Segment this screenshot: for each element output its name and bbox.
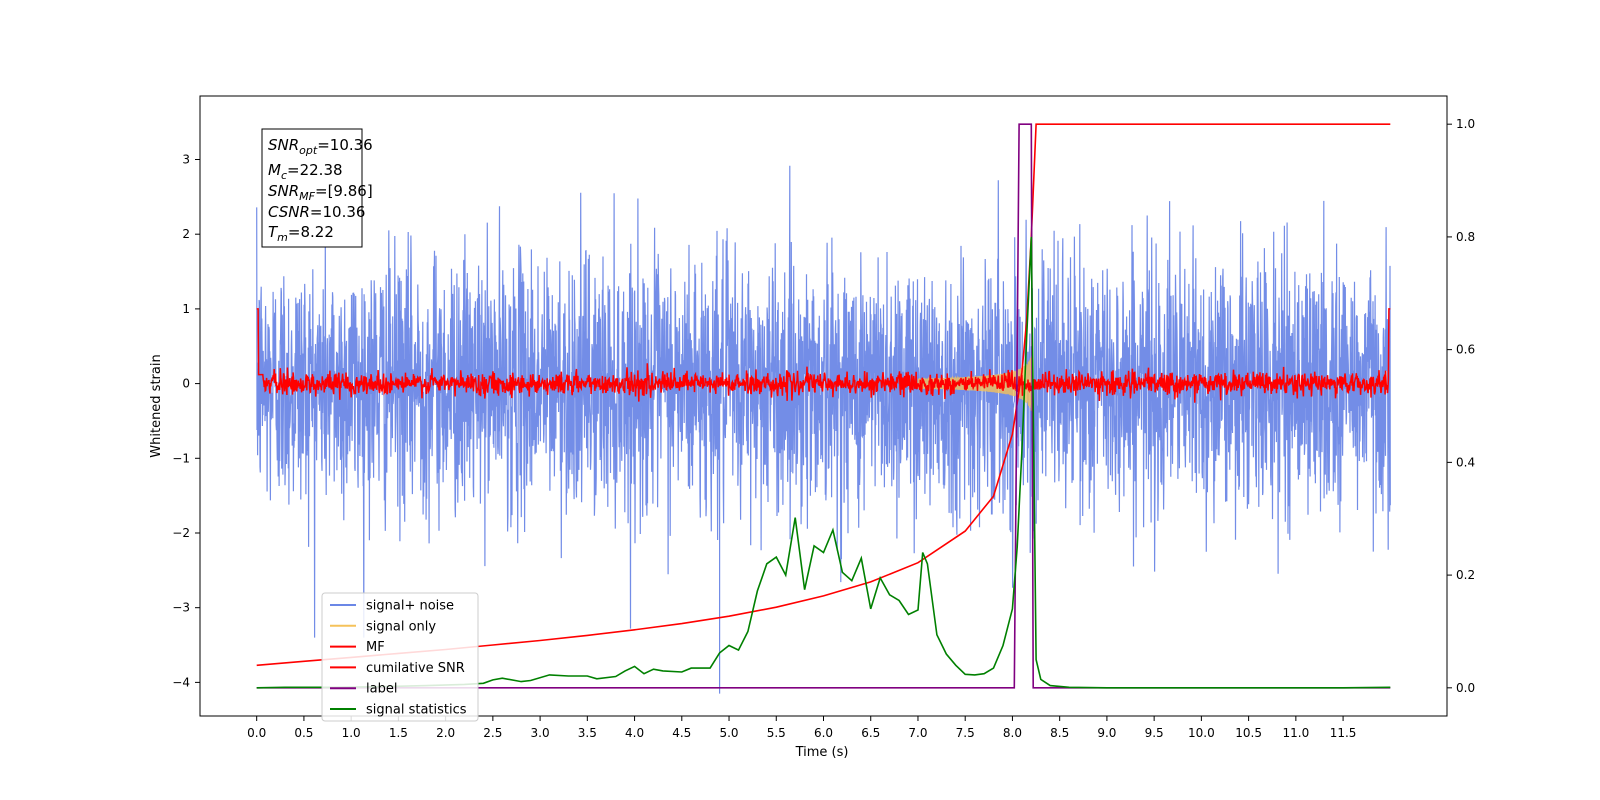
info-box: SNRopt=10.36 Mc=22.38 SNRMF=[9.86] CSNR=… [261,128,373,248]
y-axis-right-ticks: 1.0 0.8 0.6 0.4 0.2 0.0 [1447,117,1475,695]
x-tick-label: 6.5 [861,726,880,740]
x-axis-ticks: 0.0 0.5 1.0 1.5 2.0 2.5 3.0 3.5 4.0 4.5 5.0 5.5 6.0 6… [247,716,1356,740]
y-right-tick-label: 0.8 [1456,230,1475,244]
series-signal-noise [256,165,1391,694]
info-snr-mf: SNRMF=[9.86] [268,182,373,203]
x-tick-label: 3.5 [578,726,597,740]
x-tick-label: 11.5 [1330,726,1357,740]
y-right-tick-label: 1.0 [1456,117,1475,131]
y-axis-label: Whitened strain [149,354,164,457]
x-tick-label: 10.5 [1235,726,1262,740]
x-tick-label: 9.0 [1097,726,1116,740]
legend-label: signal only [366,619,436,634]
x-axis-label: Time (s) [795,745,849,760]
y-left-tick-label: −4 [172,675,190,689]
legend: signal+ noise signal only MF cumilative SNR… [321,592,479,722]
x-tick-label: 8.5 [1050,726,1069,740]
x-tick-label: 1.0 [342,726,361,740]
legend-label: cumilative SNR [366,661,465,676]
y-right-tick-label: 0.4 [1456,455,1475,469]
y-left-tick-label: −3 [172,601,190,615]
y-right-tick-label: 0.6 [1456,343,1475,357]
series-layer [256,123,1391,694]
legend-frame [321,592,479,722]
series-mf [256,308,1391,403]
x-tick-label: 10.0 [1188,726,1215,740]
x-tick-label: 5.0 [719,726,738,740]
x-tick-label: 5.5 [767,726,786,740]
legend-label: signal+ noise [366,599,454,614]
y-left-tick-label: 2 [182,227,190,241]
info-tm: Tm=8.22 [268,223,334,244]
y-left-tick-label: 3 [182,152,190,166]
x-tick-label: 4.0 [625,726,644,740]
x-tick-label: 2.5 [483,726,502,740]
info-mc: Mc=22.38 [268,161,343,182]
y-right-tick-label: 0.0 [1456,681,1475,695]
x-tick-label: 0.5 [294,726,313,740]
info-snr-opt: SNRopt=10.36 [268,136,373,157]
y-left-tick-label: −1 [172,451,190,465]
x-tick-label: 7.5 [956,726,975,740]
y-axis-left-ticks: 3 2 1 0 −1 −2 −3 −4 [172,152,200,689]
y-left-tick-label: −2 [172,526,190,540]
x-tick-label: 1.5 [389,726,408,740]
info-box-frame [261,128,363,248]
y-left-tick-label: 0 [182,377,190,391]
legend-label: label [366,682,397,697]
info-csnr: CSNR=10.36 [268,203,365,221]
x-tick-label: 8.0 [1003,726,1022,740]
y-left-tick-label: 1 [182,302,190,316]
x-tick-label: 9.5 [1145,726,1164,740]
series-signal-statistics [256,236,1391,689]
legend-label: MF [366,640,385,655]
x-tick-label: 11.0 [1282,726,1309,740]
y-right-tick-label: 0.2 [1456,568,1475,582]
legend-label: signal statistics [366,703,467,718]
x-tick-label: 7.0 [908,726,927,740]
x-tick-label: 6.0 [814,726,833,740]
x-tick-label: 0.0 [247,726,266,740]
x-tick-label: 3.0 [531,726,550,740]
x-tick-label: 2.0 [436,726,455,740]
x-tick-label: 4.5 [672,726,691,740]
